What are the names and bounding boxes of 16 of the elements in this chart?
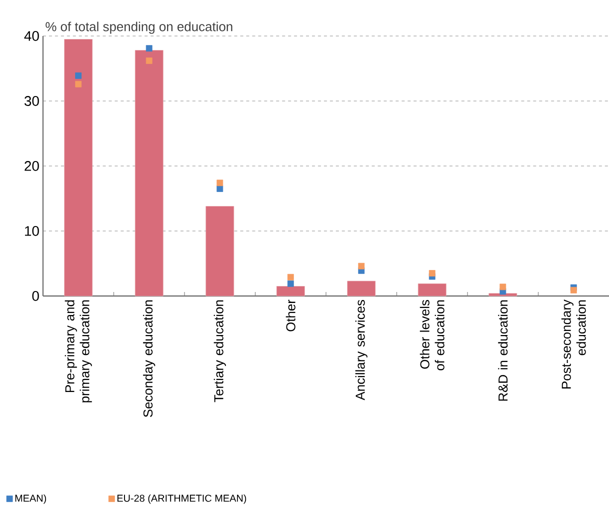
y-tick-label: 40 [24, 31, 39, 41]
legend-label: MEAN) [15, 494, 46, 504]
y-tick-label: 20 [24, 161, 39, 171]
y-tick-label: 30 [24, 96, 39, 106]
x-tick-label: R&D in education [498, 300, 508, 401]
x-tick-label: Other [286, 300, 296, 332]
x-tick-label: Ancillary services [355, 300, 368, 400]
y-axis-title: % of total spending on education [46, 22, 232, 34]
y-tick-label: 0 [32, 291, 39, 301]
x-tick-label: Post-secondary education [561, 300, 586, 388]
x-tick-label: Other levels of education [420, 300, 444, 370]
legend-label: EU-28 (ARITHMETIC MEAN) [117, 494, 246, 504]
x-tick-label: Pre-primary and primary education [64, 300, 92, 402]
x-tick-label: Tertiary education [214, 300, 226, 402]
y-tick-label: 10 [25, 226, 39, 236]
x-tick-label: Seconday education [143, 300, 156, 418]
